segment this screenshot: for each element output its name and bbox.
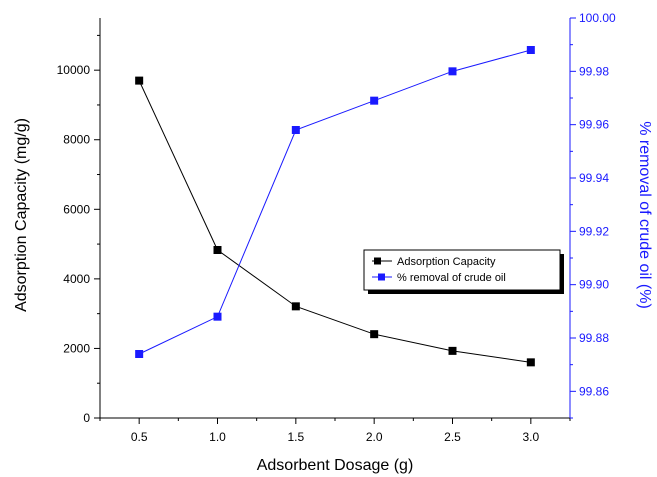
y-axis-left-title: Adsorption Capacity (mg/g) xyxy=(13,118,30,312)
legend-marker-removal xyxy=(378,273,385,281)
y-left-tick-label: 2000 xyxy=(63,341,90,355)
y-left-tick-label: 10000 xyxy=(57,63,91,77)
legend-box xyxy=(363,249,561,291)
x-tick-label: 2.5 xyxy=(444,430,461,444)
y-right-tick-label: 99.98 xyxy=(579,64,609,78)
x-tick-label: 0.5 xyxy=(131,430,148,444)
y-right-tick-label: 99.92 xyxy=(579,224,609,238)
y-axis-right-title: % removal of crude oil (%) xyxy=(636,121,653,309)
legend: Adsorption Capacity % removal of crude o… xyxy=(363,249,564,294)
data-point xyxy=(526,358,535,367)
series-0 xyxy=(135,76,535,367)
y-right-tick-label: 99.94 xyxy=(579,171,609,185)
series-line-0 xyxy=(138,80,531,363)
x-tick-label: 1.0 xyxy=(209,430,226,444)
y-left-tick-label: 8000 xyxy=(63,133,90,147)
data-point xyxy=(213,246,222,254)
legend-marker-capacity xyxy=(374,257,381,265)
y-right-tick-label: 99.86 xyxy=(579,384,609,398)
legend-label-capacity: Adsorption Capacity xyxy=(397,256,496,268)
data-point xyxy=(135,76,144,85)
data-point xyxy=(448,346,457,355)
y-right-tick-label: 99.96 xyxy=(579,118,609,132)
y-left-tick-label: 4000 xyxy=(63,272,90,286)
data-point xyxy=(370,96,379,105)
legend-label-removal: % removal of crude oil xyxy=(397,272,506,284)
data-point xyxy=(370,330,379,339)
y-right-tick-label: 99.88 xyxy=(579,331,609,345)
y-left-tick-label: 0 xyxy=(83,411,90,425)
y-right-tick-label: 100.00 xyxy=(579,11,616,25)
data-point xyxy=(213,312,222,321)
x-tick-label: 1.5 xyxy=(287,430,304,444)
data-point xyxy=(526,46,535,54)
y-right-tick-label: 99.90 xyxy=(579,278,609,292)
y-left-tick-label: 6000 xyxy=(63,202,90,216)
axes: 0.5 1.0 1.5 2.0 2.5 3.0 0 2000 4000 6000 8000 10000… xyxy=(57,11,616,444)
data-point xyxy=(291,126,300,134)
series-1 xyxy=(135,46,535,358)
data-point xyxy=(291,302,300,311)
data-point xyxy=(448,67,457,76)
series-line-1 xyxy=(138,49,531,355)
data-point xyxy=(135,350,144,358)
x-axis-title: Adsorbent Dosage (g) xyxy=(257,457,414,474)
x-tick-label: 3.0 xyxy=(522,430,539,444)
series-layer xyxy=(135,46,535,367)
x-tick-label: 2.0 xyxy=(366,430,383,444)
